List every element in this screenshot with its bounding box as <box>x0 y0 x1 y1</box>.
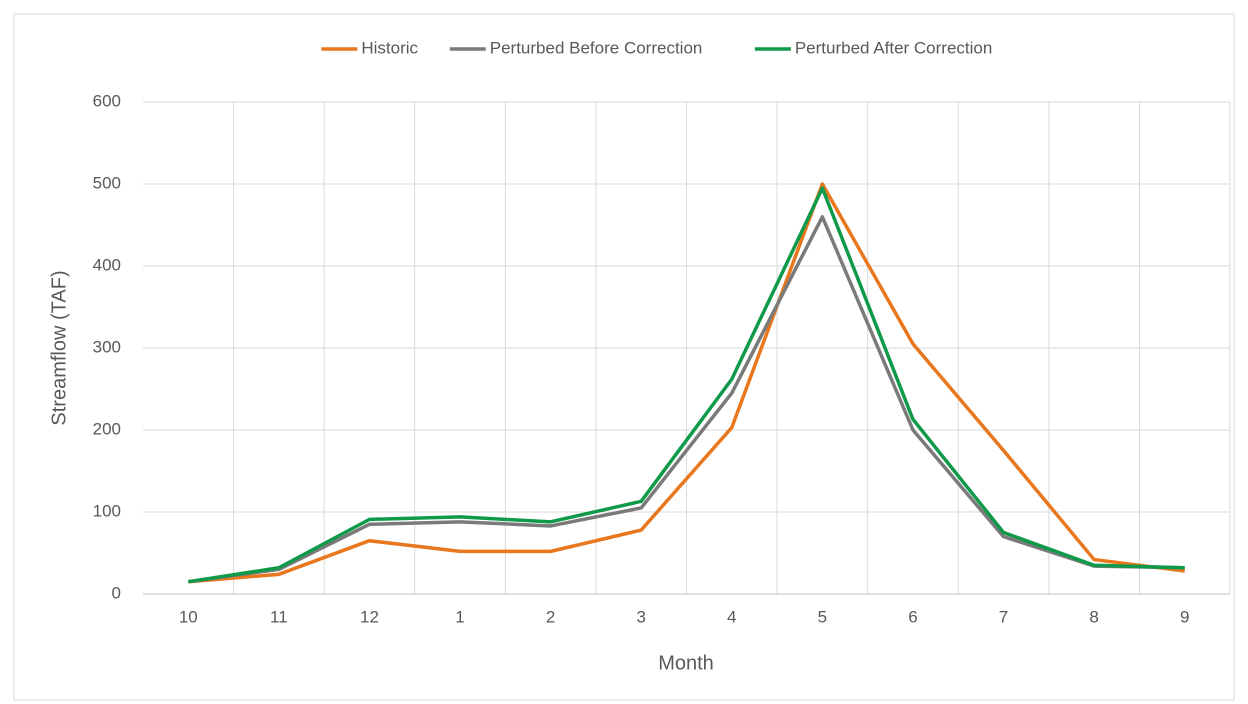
y-axis-title: Streamflow (TAF) <box>48 270 70 425</box>
chart-border <box>13 13 1235 701</box>
x-tick-label: 8 <box>1089 607 1098 626</box>
x-tick-label: 10 <box>179 607 198 626</box>
y-tick-label: 600 <box>93 91 121 110</box>
x-tick-label: 7 <box>999 607 1008 626</box>
y-tick-label: 100 <box>93 501 121 520</box>
series-line <box>188 186 1185 584</box>
series-line <box>188 182 1185 584</box>
legend-label: Perturbed Before Correction <box>490 38 703 57</box>
x-tick-label: 5 <box>818 607 827 626</box>
y-tick-label: 200 <box>93 419 121 438</box>
y-tick-label: 400 <box>93 255 121 274</box>
legend-label: Perturbed After Correction <box>795 38 992 57</box>
x-tick-label: 4 <box>727 607 736 626</box>
x-axis-title: Month <box>658 652 714 674</box>
x-tick-label: 3 <box>636 607 645 626</box>
x-tick-label: 6 <box>908 607 917 626</box>
legend-label: Historic <box>361 38 418 57</box>
y-tick-label: 300 <box>93 337 121 356</box>
x-tick-label: 1 <box>455 607 464 626</box>
x-tick-label: 2 <box>546 607 555 626</box>
y-tick-label: 0 <box>112 583 121 602</box>
y-tick-label: 500 <box>93 173 121 192</box>
x-tick-label: 9 <box>1180 607 1189 626</box>
series-line <box>188 215 1185 584</box>
x-tick-label: 11 <box>270 607 288 626</box>
x-tick-label: 12 <box>360 607 379 626</box>
